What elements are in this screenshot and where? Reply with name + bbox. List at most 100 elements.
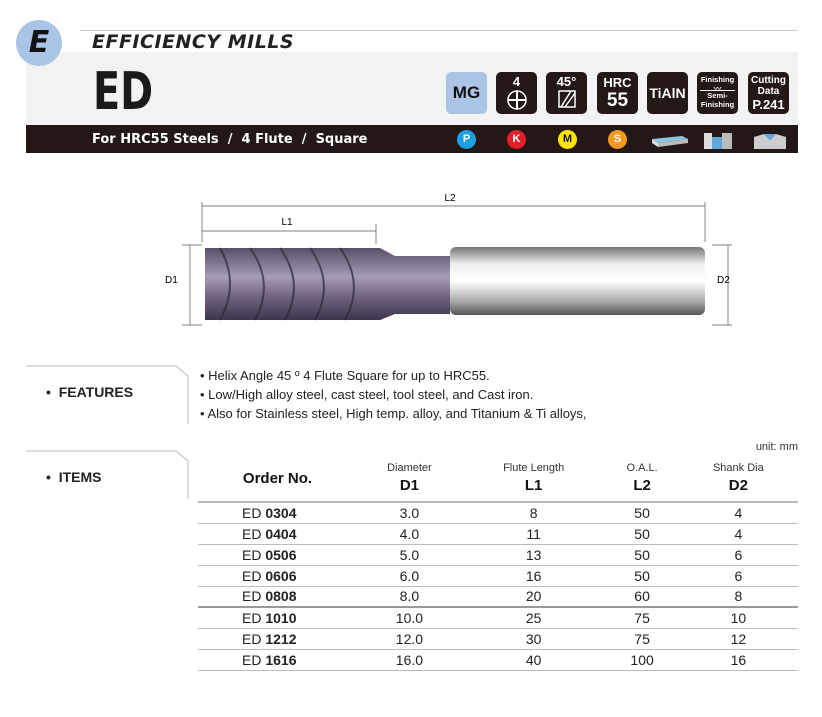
features-label-text: FEATURES [58,384,134,400]
table-row: ED 0404 4.0 11 50 4 [198,523,798,545]
order-prefix: ED [242,630,262,647]
d1-label: D1 [165,275,178,286]
col-l2: O.A.L. L2 [605,455,679,503]
cell-l2: 50 [605,523,679,545]
feature-text: Also for Stainless steel, High temp. all… [207,406,587,421]
section-letter-badge: E [16,20,62,66]
cell-d2: 4 [678,523,798,545]
material-k-icon: K [507,130,526,149]
order-prefix: ED [242,546,262,563]
cell-l2: 50 [605,502,679,524]
cell-d1: 5.0 [357,544,462,566]
col-caption: Flute Length [503,462,565,474]
subtitle: For HRC55 Steels / 4 Flute / Square [92,132,368,147]
features-tab-outline [26,365,189,424]
order-prefix: ED [242,651,262,668]
badge-text: Data [757,86,780,97]
cell-d2: 6 [678,565,798,587]
col-d2: Shank Dia D2 [678,455,798,503]
material-p-icon: P [457,130,476,149]
helix-badge: 45° [546,72,587,114]
feature-text: Low/High alloy steel, cast steel, tool s… [208,387,534,402]
pocketing-icon [754,134,786,149]
material-s-icon: S [608,130,627,149]
order-code: 1616 [265,651,297,668]
items-tab-outline [26,450,189,499]
order-code: 0606 [265,567,297,584]
col-l1: Flute Length L1 [461,455,606,503]
feature-text: Helix Angle 45 º 4 Flute Square for up t… [208,368,490,383]
cell-d1: 16.0 [357,649,462,671]
badge-text: TiAlN [649,85,686,101]
cell-l2: 100 [605,649,679,671]
unit-label: unit: mm [755,441,798,453]
cell-l1: 25 [461,607,606,629]
table-row: ED 1212 12.0 30 75 12 [198,628,798,650]
cell-l2: 75 [605,628,679,650]
order-code: 1212 [265,630,297,647]
finishing-badge: Finishing 〰 Semi- Finishing [697,72,738,114]
helix-angle-icon [557,90,576,108]
cell-d1: 6.0 [357,565,462,587]
table-row: ED 0606 6.0 16 50 6 [198,565,798,587]
table-row: ED 1010 10.0 25 75 10 [198,607,798,629]
table-header: Order No. Diameter D1 Flute Length L1 O.A.… [198,455,798,503]
cell-d2: 6 [678,544,798,566]
badge-text: HRC [603,75,632,90]
col-caption: Shank Dia [712,462,764,474]
coating-badge: TiAlN [647,72,688,114]
order-code: 0304 [265,504,297,521]
cell-d1: 3.0 [357,502,462,524]
cell-l2: 50 [605,544,679,566]
l2-label: L2 [444,193,456,204]
col-d1: Diameter D1 [357,455,462,503]
feature-item: • Helix Angle 45 º 4 Flute Square for up… [200,368,490,383]
col-symbol: D1 [399,477,419,494]
cell-d2: 10 [678,607,798,629]
order-prefix: ED [242,588,262,605]
col-order-no: Order No. [198,455,357,503]
cell-l2: 50 [605,565,679,587]
col-caption: O.A.L. [626,462,658,474]
d2-label: D2 [717,275,730,286]
mg-badge: MG [446,72,487,114]
cell-d1: 4.0 [357,523,462,545]
cell-d2: 8 [678,586,798,608]
cell-d1: 10.0 [357,607,462,629]
badge-text: 45° [556,74,577,89]
flutes [205,248,450,320]
tool-drawing: L2 L1 D1 D2 [165,193,732,326]
order-no: ED 1616 [198,649,357,671]
order-code: 0404 [265,525,297,542]
cell-d1: 8.0 [357,586,462,608]
hardness-badge: HRC 55 [597,72,638,114]
order-no: ED 0304 [198,502,357,524]
order-no: ED 0506 [198,544,357,566]
cell-d2: 16 [678,649,798,671]
cell-l1: 8 [461,502,606,524]
table-row: ED 1616 16.0 40 100 16 [198,649,798,671]
items-label-text: ITEMS [58,469,102,485]
cell-l1: 30 [461,628,606,650]
material-m-icon: M [558,130,577,149]
order-prefix: ED [242,504,262,521]
cutting-data-page-link[interactable]: P.241 [752,97,785,112]
feature-item: • Also for Stainless steel, High temp. a… [200,406,587,421]
cell-l1: 16 [461,565,606,587]
four-flute-cross-section-icon [506,90,527,110]
cell-l1: 13 [461,544,606,566]
cell-l1: 11 [461,523,606,545]
order-no: ED 0404 [198,523,357,545]
col-symbol: D2 [728,477,748,494]
order-no: ED 1212 [198,628,357,650]
badge-text: Finishing [700,100,735,109]
feature-item: • Low/High alloy steel, cast steel, tool… [200,387,534,402]
product-family: EFFICIENCY MILLS [92,31,295,53]
product-model: ED [93,62,154,122]
cell-l2: 75 [605,607,679,629]
cutting-data-badge[interactable]: Cutting Data P.241 [748,72,789,114]
badge-text: 55 [606,90,629,111]
shank [450,247,705,315]
badge-text: Finishing [700,75,735,84]
order-prefix: ED [242,609,262,626]
